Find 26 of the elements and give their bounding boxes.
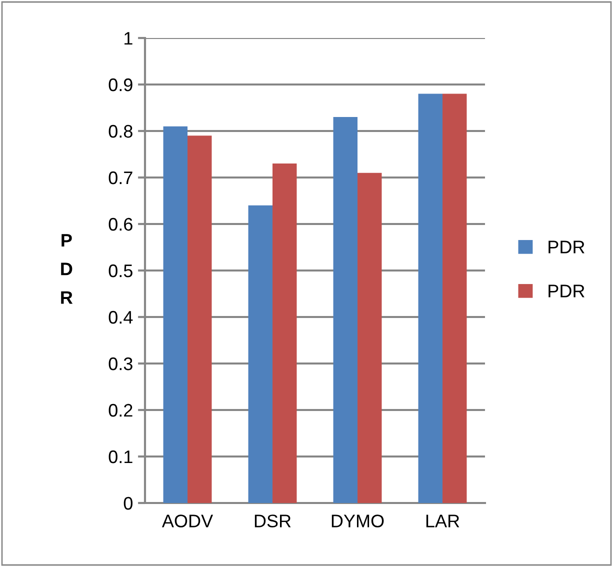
- bar: [358, 172, 382, 503]
- y-tick-label: 0.2: [108, 404, 132, 417]
- bar: [333, 117, 358, 503]
- bar: [248, 205, 272, 503]
- y-tick-label: 0.1: [108, 450, 132, 464]
- legend-label: PDR: [548, 240, 584, 254]
- x-tick-label: LAR: [426, 514, 460, 528]
- y-tick-label: 0.8: [108, 124, 132, 138]
- x-tick-label: DYMO: [332, 514, 384, 528]
- x-tick-label: DSR: [254, 514, 291, 528]
- y-tick-label: 0.6: [108, 218, 132, 231]
- y-tick-label: 0.5: [108, 264, 132, 278]
- bar: [163, 126, 188, 503]
- y-tick-label: 0.9: [108, 78, 132, 92]
- legend-label: PDR: [548, 284, 584, 298]
- bar: [272, 164, 297, 503]
- bar: [188, 136, 212, 503]
- y-axis-title: PDR: [61, 234, 73, 304]
- x-tick-label: AODV: [162, 514, 214, 528]
- y-tick-label: 0.4: [108, 310, 133, 324]
- y-tick-label: 1: [124, 32, 132, 45]
- bar: [418, 94, 442, 503]
- y-tick-label: 0.7: [108, 171, 132, 184]
- bar: [442, 94, 467, 503]
- y-tick-label: 0: [124, 496, 132, 510]
- y-tick-label: 0.3: [108, 357, 132, 370]
